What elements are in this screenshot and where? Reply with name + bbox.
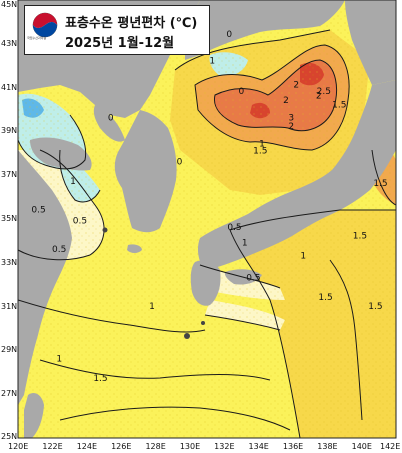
latitude-tick-label: 39N [1, 126, 18, 136]
contour-value-label: 1 [242, 238, 248, 248]
latitude-tick-label: 33N [1, 257, 18, 267]
contour-value-label: 3 [288, 114, 294, 124]
longitude-tick-label: 124E [76, 442, 98, 451]
contour-value-label: 1 [259, 140, 265, 150]
latitude-tick-label: 31N [1, 301, 18, 311]
land-jeju [127, 244, 142, 253]
land-korea [114, 110, 177, 233]
contour-value-label: 0.5 [52, 245, 66, 255]
contour-value-label: 0 [177, 157, 183, 167]
longitude-tick-label: 122E [42, 442, 63, 451]
contour-lines [18, 29, 396, 438]
latitude-tick-label: 27N [1, 389, 18, 399]
contour-value-label: 0.5 [227, 223, 241, 233]
agency-name: 국립수산과학원 [27, 36, 47, 40]
contour-value-label: 1.5 [353, 232, 367, 242]
contour-value-label: 1 [300, 251, 306, 261]
contour-label-layer: 0010.50.50.5111.522222.531.51.51.51.510.… [31, 30, 387, 384]
agency-logo-icon [32, 12, 58, 38]
latitude-tick-label: 37N [1, 170, 18, 180]
map-frame [17, 0, 397, 439]
land-china-coast [18, 150, 72, 405]
longitude-tick-label: 140E [351, 442, 372, 451]
contour-value-label: 0 [108, 114, 114, 124]
contour-value-label: 1.5 [253, 146, 267, 156]
land-liaodong [93, 105, 125, 142]
contour-value-label: 1.5 [318, 293, 332, 303]
land-japan-kyushu [190, 260, 221, 306]
longitude-tick-label: 126E [111, 442, 132, 451]
contour-value-label: 0 [226, 30, 232, 40]
contour-value-label: 0.5 [246, 273, 260, 283]
contour-value-label: 2 [288, 122, 294, 132]
latitude-tick-label: 41N [1, 82, 18, 92]
contour-value-label: 1.5 [373, 179, 387, 189]
latitude-tick-label: 25N [1, 432, 18, 441]
longitude-tick-label: 130E [179, 442, 201, 451]
island-dot [184, 333, 190, 339]
land-sakhalin-area [185, 0, 345, 60]
contour-value-label: 1 [209, 57, 215, 67]
longitude-tick-label: 142E [380, 442, 401, 451]
island-dot [201, 321, 205, 325]
longitude-tick-label: 136E [282, 442, 304, 451]
contour-value-label: 1.5 [368, 302, 382, 312]
contour-value-label: 2.5 [317, 87, 331, 97]
contour-value-label: 2 [316, 92, 322, 102]
longitude-tick-label: 134E [248, 442, 269, 451]
contour-value-label: 0.5 [31, 205, 45, 215]
contour-value-label: 2 [293, 81, 299, 91]
island-dot [102, 227, 108, 233]
latitude-tick-label: 29N [1, 345, 18, 355]
longitude-tick-label: 132E [214, 442, 235, 451]
contour-value-label: 1 [56, 354, 62, 364]
longitude-tick-label: 128E [145, 442, 166, 451]
contour-value-label: 2 [283, 96, 289, 106]
latitude-tick-label: 45N [1, 0, 18, 9]
latitude-tick-label: 35N [1, 214, 18, 223]
contour-value-label: 1.5 [332, 100, 346, 110]
land-japan-honshu [197, 80, 396, 270]
land-taiwan [24, 393, 44, 438]
longitude-tick-label: 120E [8, 442, 29, 451]
contour-value-label: 0.5 [73, 216, 87, 226]
land-shandong [30, 137, 92, 171]
contour-value-label: 1 [70, 177, 76, 187]
contour-value-label: 1.5 [93, 374, 107, 384]
contour-value-label: 1 [149, 302, 155, 312]
title-box: 국립수산과학원 표층수온 평년편차 (℃) 2025년 1월-12월 [24, 5, 210, 55]
longitude-tick-label: 138E [317, 442, 338, 451]
land-hokkaido [345, 0, 396, 85]
contour-value-label: 0 [239, 87, 245, 97]
map-title: 표층수온 평년편차 (℃) [65, 16, 198, 31]
map-subtitle: 2025년 1월-12월 [65, 36, 175, 51]
latitude-tick-label: 43N [1, 38, 18, 48]
